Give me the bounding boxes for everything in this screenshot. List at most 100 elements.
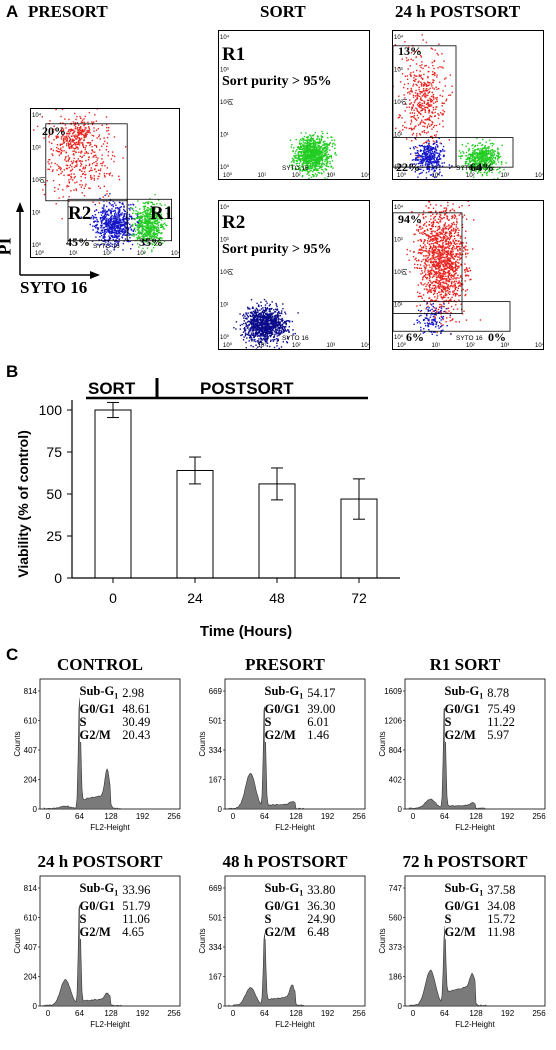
x-tick-label: 24 (187, 590, 203, 606)
y-tick-label: 10³ (32, 146, 41, 152)
cell-cycle-stats: Sub-G1 33.96 G0/G1 51.79 S 11.06 G2/M 4.65 (79, 882, 155, 939)
x-axis-title: Time (Hours) (200, 623, 292, 640)
gate-box (455, 137, 514, 168)
histogram-title: CONTROL (57, 655, 143, 674)
y-tick-label: 10¹ (32, 211, 41, 217)
y-tick-label: 10³ (394, 68, 403, 74)
x-tick-label: 10⁴ (361, 172, 369, 179)
histogram-title: 48 h POSTSORT (222, 852, 348, 871)
stat-value-subg1: 33.96 (122, 883, 151, 898)
presort-scatter-plot: 10⁰ 10¹ 10² 10³ 10⁴ 10⁰ 10¹ 10² 10³ 10⁴ SYTO 16 PI (30, 108, 180, 258)
stat-value-s: 11.22 (487, 714, 515, 729)
presort-axis-arrows (16, 202, 100, 279)
x-tick-label: 10³ (137, 251, 146, 257)
y-tick-label: 10¹ (220, 133, 229, 139)
y-tick-label: 814 (24, 687, 38, 696)
x-axis-label: FL2-Height (455, 823, 495, 832)
y-tick-label: 804 (389, 746, 403, 755)
y-tick-label: 10¹ (220, 303, 229, 309)
y-tick-label: 0 (398, 805, 403, 814)
postsort-r2-scatter-plot: 10⁰ 10¹ 10² 10³ 10⁴ 10⁰ 10¹ 10² 10³ 10⁴ SYTO 16 PI (392, 200, 544, 350)
post-r1-upper-pct: 13% (398, 44, 422, 58)
x-axis-label: SYTO 16 (282, 335, 309, 342)
y-tick-label: 501 (209, 914, 223, 923)
stat-value-g2m: 11.98 (487, 924, 515, 939)
stat-value-g0g1: 36.30 (307, 898, 336, 913)
y-tick-label: 501 (209, 717, 223, 726)
stat-name-subg1: Sub-G1 (444, 684, 484, 701)
stat-value-g0g1: 75.49 (487, 701, 516, 716)
y-tick-label: 10⁴ (220, 204, 230, 211)
stat-name-subg1: Sub-G1 (79, 684, 119, 701)
stat-name-g2m: G2/M (79, 727, 111, 742)
y-axis-label: PI (40, 177, 47, 183)
scatter-canvas: 10⁰ 10¹ 10² 10³ 10⁴ 10⁰ 10¹ 10² 10³ 10⁴ SYTO 16 PI (32, 109, 179, 257)
x-tick-label: 256 (167, 1009, 181, 1018)
y-tick-label: 75 (46, 444, 62, 460)
x-tick-label: 192 (501, 812, 515, 821)
post-r2-lr-pct: 0% (488, 330, 506, 344)
x-tick-label: 10¹ (432, 173, 441, 179)
y-axis-label: PI (228, 99, 235, 105)
stat-value-g2m: 20.43 (122, 727, 151, 742)
y-tick-label: 610 (24, 914, 38, 923)
x-tick-label: 10² (466, 173, 475, 179)
post-r2-ll-pct: 6% (406, 330, 424, 344)
stat-value-s: 30.49 (122, 714, 151, 729)
x-tick-label: 192 (501, 1009, 515, 1018)
x-tick-label: 0 (231, 1009, 236, 1018)
panel-c-label: C (6, 645, 19, 664)
y-tick-label: 10³ (394, 238, 403, 244)
post-r1-ll-pct: 22% (396, 160, 420, 174)
x-axis-label: FL2-Height (455, 1020, 495, 1029)
y-tick-label: 10⁰ (394, 164, 404, 171)
x-tick-label: 192 (321, 1009, 335, 1018)
y-tick-label: 747 (389, 884, 403, 893)
y-tick-label: 669 (209, 687, 223, 696)
x-tick-label: 128 (469, 812, 483, 821)
y-tick-label: 407 (24, 746, 38, 755)
histogram-area (228, 706, 307, 810)
stat-name-g0g1: G0/G1 (264, 701, 300, 716)
cell-cycle-stats: Sub-G1 33.80 G0/G1 36.30 S 24.90 G2/M 6.48 (264, 882, 340, 939)
x-tick-label: 128 (469, 1009, 483, 1018)
stat-name-g2m: G2/M (264, 924, 296, 939)
histogram-6: 72 h POSTSORT 0 186 373 560 747 0 64 128 192 256 FL… (375, 852, 550, 1042)
x-tick-label: 48 (269, 590, 285, 606)
y-tick-label: 186 (389, 973, 403, 982)
y-tick-label: 10⁴ (394, 204, 404, 211)
histogram-4: 24 h POSTSORT 0 204 407 610 814 0 64 128 192 256 FL… (10, 852, 185, 1042)
big-syto-label: SYTO 16 (20, 278, 88, 297)
stat-value-g0g1: 39.00 (307, 701, 336, 716)
histogram-2: PRESORT 0 167 334 501 669 0 64 128 192 256 FL2-Heig… (195, 655, 370, 845)
x-tick-label: 64 (440, 1009, 449, 1018)
x-tick-label: 10⁴ (535, 342, 543, 349)
stat-value-g2m: 6.48 (307, 924, 330, 939)
x-tick-label: 256 (352, 812, 366, 821)
stat-value-s: 6.01 (307, 714, 330, 729)
presort-r2-pct: 45% (66, 235, 90, 249)
y-tick-label: 25 (46, 528, 62, 544)
sort-r2-purity: Sort purity > 95% (222, 242, 332, 257)
x-tick-label: 192 (321, 812, 335, 821)
x-tick-label: 256 (167, 812, 181, 821)
scatter-canvas: 10⁰ 10¹ 10² 10³ 10⁴ 10⁰ 10¹ 10² 10³ 10⁴ SYTO 16 PI (393, 201, 543, 349)
x-tick-label: 10² (103, 251, 112, 257)
sort-r1-purity: Sort purity > 95% (222, 74, 332, 89)
histogram-area (228, 933, 307, 1007)
x-tick-label: 10⁰ (35, 250, 45, 257)
y-tick-label: 1206 (384, 717, 402, 726)
cell-cycle-stats: Sub-G1 37.58 G0/G1 34.08 S 15.72 G2/M 11.98 (444, 882, 520, 939)
sort-title: SORT (260, 2, 306, 21)
histogram-title: 72 h POSTSORT (402, 852, 528, 871)
y-tick-label: 10² (220, 100, 229, 106)
sort-r1-label: R1 (222, 44, 246, 65)
stat-value-s: 11.06 (122, 911, 150, 926)
stat-value-g2m: 4.65 (122, 924, 145, 939)
x-tick-label: 0 (46, 812, 51, 821)
stat-name-g2m: G2/M (79, 924, 111, 939)
x-tick-label: 64 (260, 812, 269, 821)
y-tick-label: 10⁴ (394, 34, 404, 41)
stat-name-g2m: G2/M (444, 924, 476, 939)
post-r1-lr-pct: 64% (470, 160, 494, 174)
